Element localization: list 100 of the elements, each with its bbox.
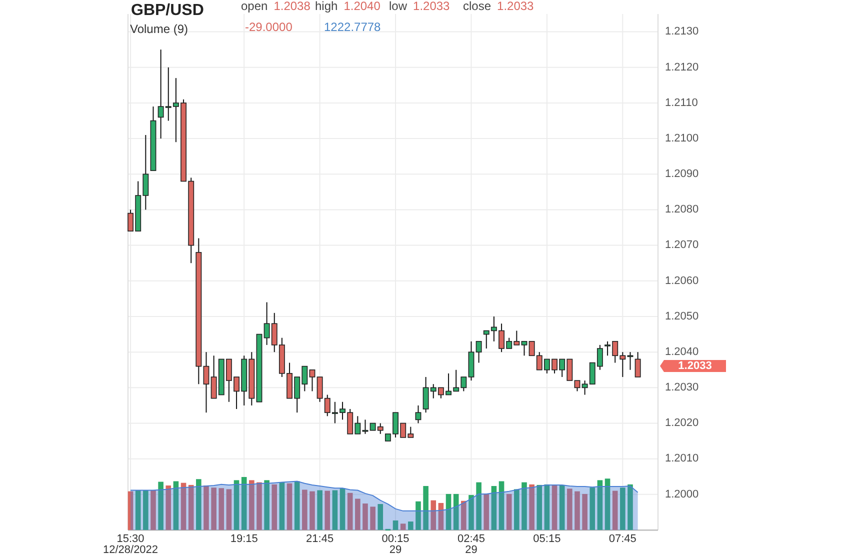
bar xyxy=(544,484,550,530)
candlestick xyxy=(627,352,634,370)
x-tick-label: 15:30 12/28/2022 xyxy=(102,533,158,556)
y-tick-label: 1.2020 xyxy=(665,417,699,430)
text: low 1.2033 xyxy=(389,0,450,13)
bar xyxy=(378,504,384,530)
bar xyxy=(188,484,194,530)
y-tick-label: 1.2030 xyxy=(665,382,699,394)
candlestick xyxy=(309,369,316,392)
x-tick-label: 02:45 29 xyxy=(457,533,486,556)
y-tick-label: 1.2010 xyxy=(665,452,699,465)
bar xyxy=(628,484,633,530)
y-tick-label: 1.2050 xyxy=(665,310,699,322)
bar xyxy=(241,477,247,530)
bar xyxy=(430,500,436,530)
candlestick xyxy=(362,419,368,434)
bar xyxy=(347,492,353,530)
bar xyxy=(272,484,278,530)
bar xyxy=(279,482,285,530)
bar xyxy=(408,522,414,530)
bar xyxy=(438,502,444,530)
candlestick xyxy=(476,340,482,364)
bar xyxy=(317,490,322,530)
bar xyxy=(506,494,512,530)
bar xyxy=(453,494,459,530)
bar xyxy=(211,488,216,530)
bar xyxy=(590,488,596,530)
bar xyxy=(340,488,346,530)
bar xyxy=(498,481,504,530)
y-tick-label: 1.2110 xyxy=(665,96,698,109)
text: close 1.2033 xyxy=(463,0,534,13)
x-tick-label: 19:15 xyxy=(230,533,258,545)
bar xyxy=(514,489,520,530)
bar xyxy=(536,484,542,530)
y-tick-label: 1.2000 xyxy=(665,488,699,500)
candlestick xyxy=(203,352,210,414)
bar xyxy=(294,481,300,530)
bar xyxy=(484,494,490,530)
bar xyxy=(392,520,398,530)
chart-title: GBP/USD xyxy=(131,2,204,19)
bar xyxy=(150,490,156,530)
bar xyxy=(567,488,572,530)
bar xyxy=(522,482,527,530)
y-tick-label: 1.2100 xyxy=(665,132,699,144)
bar xyxy=(332,490,338,530)
bar xyxy=(249,480,254,530)
bar xyxy=(468,495,474,530)
bar xyxy=(416,501,421,530)
bar xyxy=(264,480,270,530)
candlestick xyxy=(634,352,641,378)
candlestick xyxy=(415,404,422,424)
y-tick-label: 1.2090 xyxy=(665,168,699,180)
bar xyxy=(166,485,172,530)
bar xyxy=(158,482,164,530)
x-tick-label: 00:15 29 xyxy=(382,533,410,556)
text: high 1.2040 xyxy=(315,0,381,13)
x-tick-label: 05:15 xyxy=(533,533,561,545)
x-tick-label: 07:45 xyxy=(608,533,636,545)
bar xyxy=(180,482,186,530)
y-tick-label: 1.2040 xyxy=(665,346,699,358)
chart-title: Volume (9) xyxy=(130,22,188,36)
bar xyxy=(173,481,179,530)
bar xyxy=(218,488,224,530)
candlestick xyxy=(574,380,580,392)
x-tick-label: 21:45 xyxy=(306,533,334,545)
bar xyxy=(362,504,368,530)
bar xyxy=(196,479,202,530)
bar xyxy=(446,494,452,530)
bar xyxy=(461,500,466,530)
bar xyxy=(400,524,406,530)
bar xyxy=(302,490,308,530)
bar xyxy=(310,491,315,530)
bar xyxy=(491,486,497,530)
bar xyxy=(324,490,330,530)
bar xyxy=(143,490,148,530)
y-tick-label: 1.2080 xyxy=(665,204,699,216)
bar xyxy=(612,490,618,530)
bar xyxy=(574,491,580,530)
bar xyxy=(597,480,603,530)
y-tick-label: 1.2120 xyxy=(665,61,699,74)
bar xyxy=(234,480,240,530)
bar xyxy=(286,483,292,530)
bar xyxy=(256,482,262,530)
text: 1.2033 xyxy=(678,360,712,372)
bar xyxy=(620,488,626,530)
annotation: 1222.7778 xyxy=(324,20,382,34)
bar xyxy=(559,485,565,530)
y-tick-label: 1.2070 xyxy=(665,239,699,252)
bar xyxy=(582,494,588,530)
y-tick-label: 1.2060 xyxy=(665,274,699,287)
candlestick xyxy=(521,340,528,356)
bar xyxy=(552,484,558,530)
bar xyxy=(355,498,360,530)
bar xyxy=(604,478,610,530)
bar xyxy=(476,482,482,530)
bar xyxy=(204,485,209,530)
bar xyxy=(135,490,141,530)
annotation: -29.0000 xyxy=(245,20,293,34)
bar xyxy=(529,484,534,530)
text: open 1.2038 xyxy=(241,0,311,13)
